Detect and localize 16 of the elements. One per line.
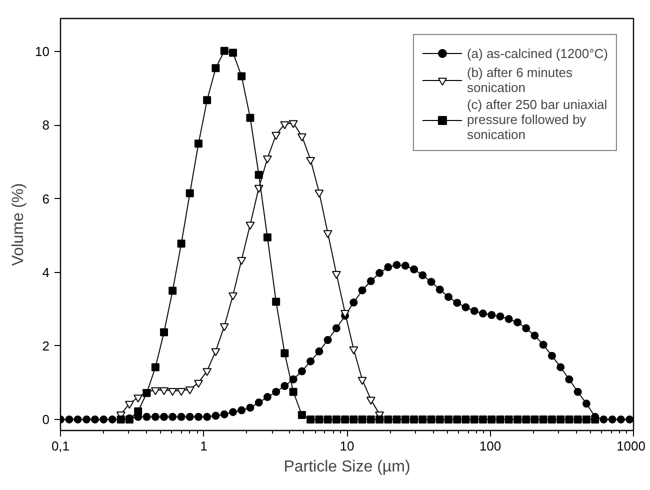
x-axis-title: Particle Size (µm) (284, 458, 410, 476)
y-tick-label: 6 (42, 191, 50, 206)
y-axis-title: Volume (%) (10, 183, 28, 266)
legend-label: (c) after 250 bar uniaxial pressure followed by sonication (466, 97, 608, 142)
y-tick-label: 0 (42, 412, 50, 427)
legend-label: (b) after 6 minutes sonication (466, 65, 572, 95)
x-tick-label: 1000 (616, 438, 646, 454)
y-tick-label: 10 (35, 44, 50, 60)
x-tick-label: 0,1 (51, 438, 70, 454)
legend-label: (a) as-calcined (1200°C) (466, 46, 608, 60)
y-tick-label: 8 (42, 118, 50, 133)
y-tick-label: 2 (42, 338, 50, 354)
x-tick-label: 1 (200, 438, 208, 454)
x-tick-label: 10 (340, 438, 354, 454)
x-tick-label: 100 (479, 438, 502, 454)
y-tick-label: 4 (42, 264, 50, 280)
